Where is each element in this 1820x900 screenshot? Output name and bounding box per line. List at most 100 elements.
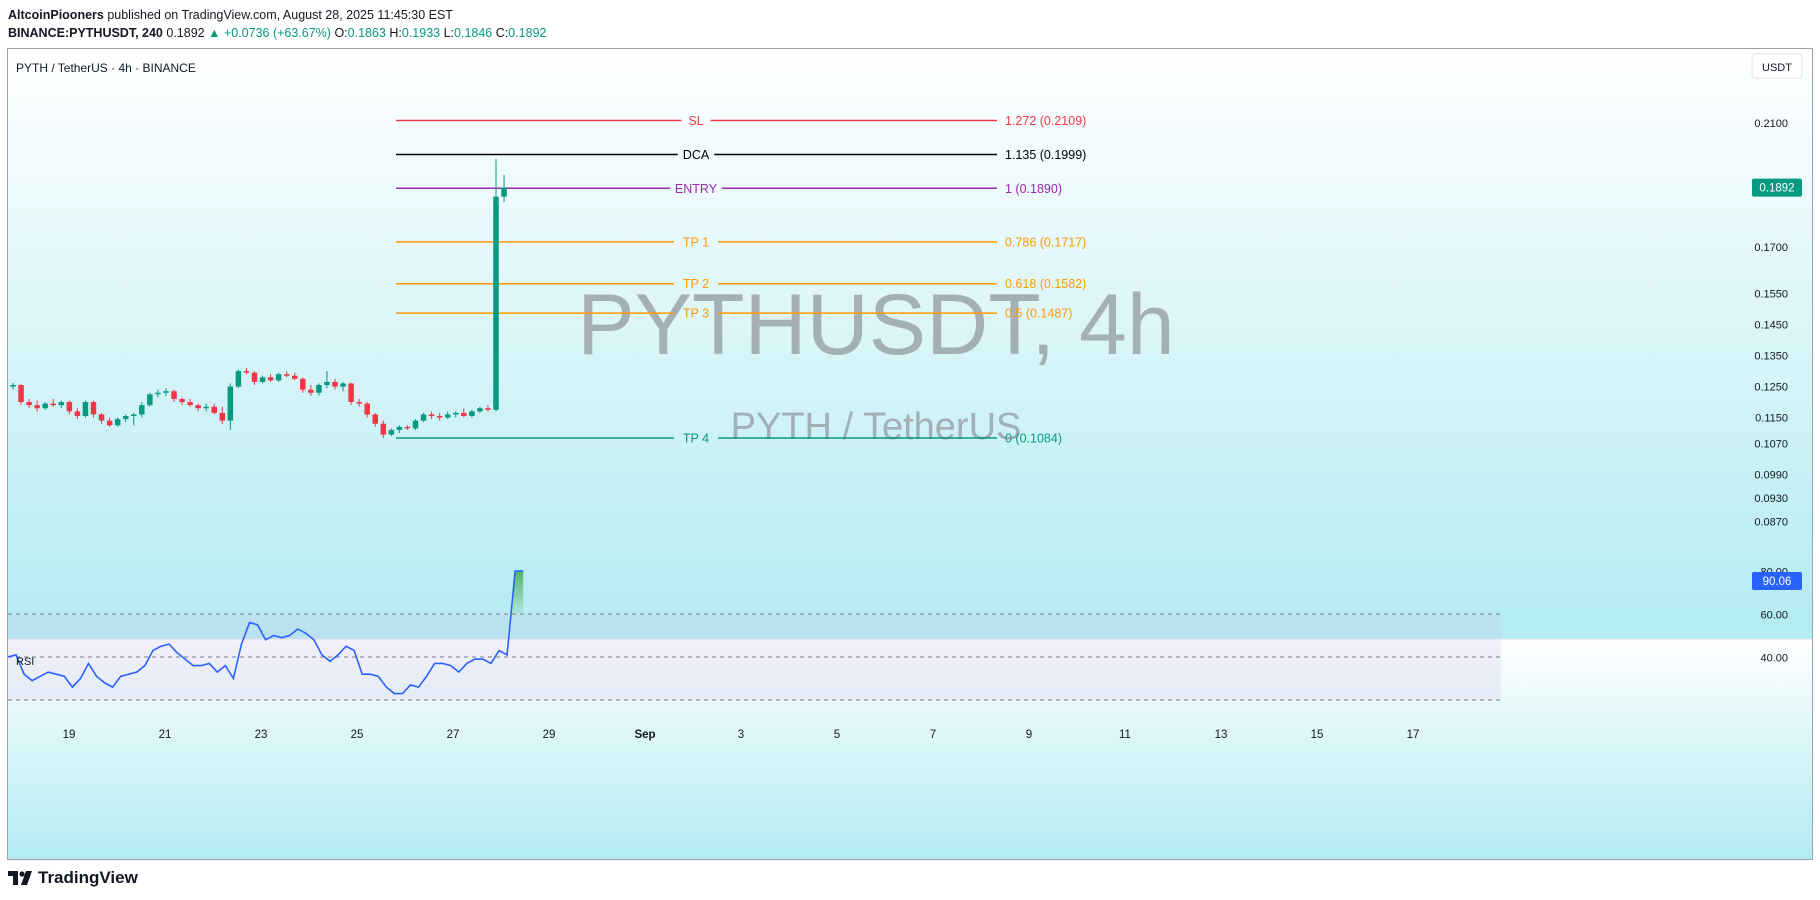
low-label: L: — [443, 26, 455, 40]
candle-52 — [428, 411, 435, 420]
high-label: H: — [389, 26, 402, 40]
level-value-label: 0.618 (0.1582) — [1005, 277, 1086, 291]
tradingview-logo[interactable]: TradingView — [8, 868, 138, 888]
time-tick-3: 25 — [351, 729, 364, 741]
candle-36 — [300, 377, 306, 393]
candle-11 — [98, 412, 105, 424]
candle-22 — [187, 398, 193, 407]
rsi-series — [8, 570, 524, 695]
candle-17 — [147, 392, 153, 407]
candle-44 — [364, 402, 370, 418]
high-value: 0.1933 — [401, 26, 441, 40]
price-tick-4: 0.1450 — [1754, 320, 1788, 332]
candle-50 — [412, 419, 419, 430]
candle-16 — [139, 402, 145, 418]
time-tick-8: 5 — [834, 729, 840, 741]
time-tick-2: 23 — [255, 729, 268, 741]
time-tick-14: 17 — [1407, 729, 1420, 741]
candles — [10, 158, 507, 438]
candle-37 — [308, 385, 314, 396]
level-value-label: 1 (0.1890) — [1005, 182, 1062, 196]
time-tick-1: 21 — [159, 729, 172, 741]
watermark-title: PYTHUSDT, 4h — [577, 277, 1174, 373]
rsi-tick-2: 40.00 — [1760, 653, 1788, 665]
level-name: TP 2 — [683, 277, 709, 291]
rsi-line — [8, 570, 524, 695]
rsi-badge-text: 90.06 — [1763, 576, 1792, 588]
candle-47 — [388, 428, 395, 437]
candle-26 — [219, 406, 226, 424]
chart-canvas[interactable]: PYTHUSDT, 4h PYTH / TetherUS SL 1.272 (0.… — [8, 49, 1812, 859]
candle-55 — [453, 411, 459, 418]
candle-18 — [155, 389, 161, 398]
candle-49 — [404, 425, 411, 430]
candle-13 — [114, 417, 121, 427]
level-name: TP 4 — [683, 432, 709, 446]
time-tick-11: 11 — [1119, 729, 1131, 741]
candle-40 — [332, 378, 338, 390]
main-pane-bg — [8, 49, 1812, 639]
candle-28 — [235, 369, 242, 389]
price-badge-text: 0.1892 — [1759, 183, 1794, 195]
candle-0 — [10, 382, 16, 390]
candle-54 — [444, 411, 451, 420]
price-axis[interactable]: 0.23000.21000.17000.15500.14500.13500.12… — [1754, 56, 1788, 528]
candle-24 — [203, 403, 209, 412]
author-name[interactable]: AltcoinPiooners — [8, 8, 104, 22]
symbol-line: BINANCE:PYTHUSDT, 240 — [8, 26, 163, 40]
candle-59 — [485, 405, 491, 412]
level-dca[interactable]: DCA 1.135 (0.1999) — [396, 148, 1086, 162]
candle-46 — [380, 420, 387, 438]
time-tick-9: 7 — [930, 729, 936, 741]
open-value: 0.1863 — [347, 26, 386, 40]
time-axis[interactable]: 19 21 23 25 27 29 Sep 3 5 7 9 11 13 15 17 — [63, 729, 1420, 741]
price-tick-1: 0.2100 — [1754, 118, 1788, 130]
time-tick-4: 27 — [447, 729, 460, 741]
level-name: SL — [688, 114, 703, 128]
level-name: TP 3 — [683, 307, 709, 321]
currency-label: USDT — [1762, 62, 1792, 74]
candle-51 — [420, 412, 427, 423]
candle-33 — [275, 372, 282, 382]
level-value-label: 1.135 (0.1999) — [1005, 148, 1086, 162]
price-tick-11: 0.0870 — [1754, 516, 1788, 528]
candle-1 — [18, 384, 24, 406]
low-value: 0.1846 — [454, 26, 493, 40]
candle-32 — [267, 374, 274, 382]
candle-39 — [324, 371, 330, 389]
price-tick-7: 0.1150 — [1755, 413, 1788, 425]
price-tick-5: 0.1350 — [1754, 351, 1788, 363]
candle-41 — [340, 381, 346, 392]
price-tick-9: 0.0990 — [1754, 470, 1788, 482]
last-price: 0.1892 — [166, 26, 205, 40]
candle-6 — [58, 400, 65, 409]
candle-15 — [131, 412, 137, 426]
published-text: published on TradingView.com, August 28,… — [107, 8, 453, 22]
time-tick-7: 3 — [738, 729, 744, 741]
candle-23 — [195, 403, 201, 412]
level-tp-4[interactable]: TP 4 0 (0.1084) — [396, 432, 1062, 446]
brand-name: TradingView — [38, 868, 138, 887]
watermark-subtitle: PYTH / TetherUS — [731, 406, 1022, 448]
level-tp-3[interactable]: TP 3 0.5 (0.1487) — [396, 307, 1072, 321]
rsi-label[interactable]: RSI — [16, 656, 34, 668]
time-tick-12: 13 — [1215, 729, 1228, 741]
level-entry[interactable]: ENTRY 1 (0.1890) — [396, 182, 1062, 196]
candle-45 — [372, 412, 378, 427]
level-value-label: 0 (0.1084) — [1005, 432, 1062, 446]
currency-box[interactable] — [1751, 53, 1803, 79]
level-tp-1[interactable]: TP 1 0.786 (0.1717) — [396, 235, 1086, 249]
price-tick-8: 0.1070 — [1754, 438, 1788, 450]
level-tp-2[interactable]: TP 2 0.618 (0.1582) — [396, 277, 1086, 291]
level-name: ENTRY — [675, 182, 718, 196]
close-value: 0.1892 — [508, 26, 547, 40]
rsi-bands — [8, 613, 1501, 701]
level-sl[interactable]: SL 1.272 (0.2109) — [396, 114, 1086, 128]
level-value-label: 0.786 (0.1717) — [1005, 235, 1086, 249]
close-label: C: — [495, 26, 509, 40]
candle-29 — [243, 367, 250, 375]
pane-title[interactable]: PYTH / TetherUS · 4h · BINANCE — [16, 61, 196, 75]
level-name: TP 1 — [683, 235, 709, 249]
fib-levels[interactable]: SL 1.272 (0.2109) DCA 1.135 (0.1999) ENTRY 1 … — [396, 114, 1086, 446]
level-value-label: 0.5 (0.1487) — [1005, 307, 1072, 321]
